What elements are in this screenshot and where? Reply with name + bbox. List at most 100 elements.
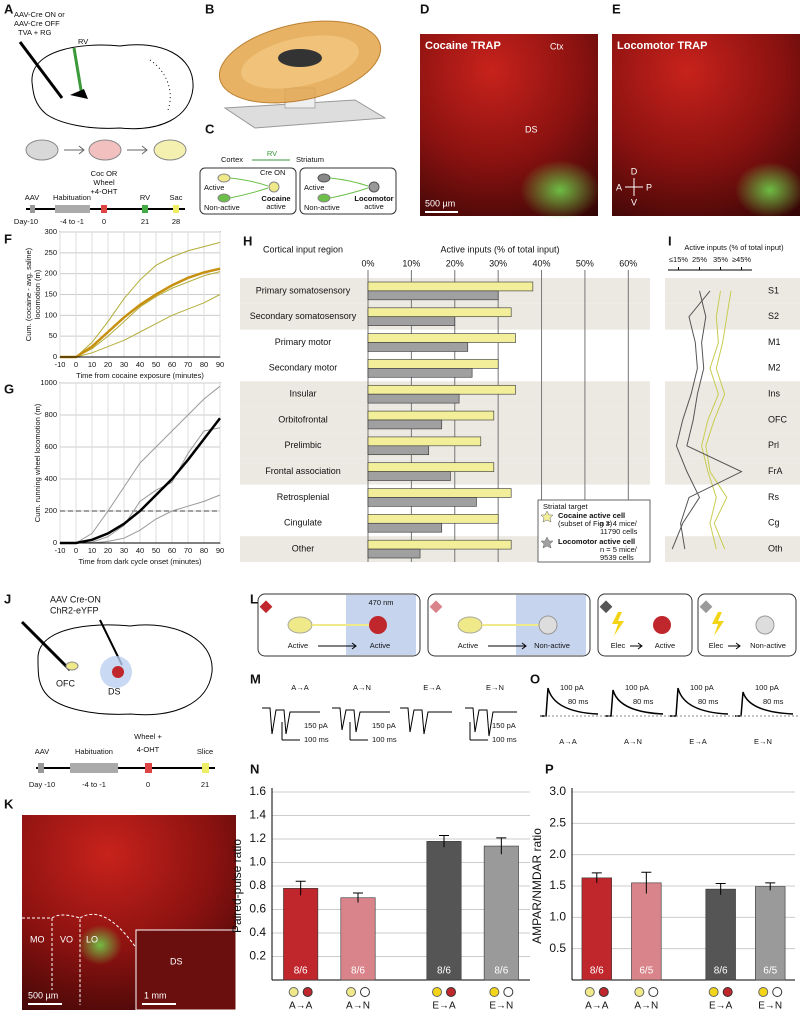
neuron — [65, 661, 79, 671]
compass-label: D — [631, 166, 638, 176]
bar — [367, 548, 421, 559]
bar — [367, 290, 499, 301]
scale-label: 100 pA — [560, 683, 584, 692]
count-label: 6/5 — [639, 966, 653, 977]
x-axis-label: Time from dark cycle onset (minutes) — [78, 557, 202, 566]
x-tick-label: 25% — [692, 255, 707, 264]
scale-label: 500 µm — [425, 198, 455, 208]
x-tick-label: 70 — [184, 360, 192, 369]
neuron — [368, 181, 380, 193]
scale-bar — [281, 722, 488, 741]
bar — [367, 359, 499, 369]
icon — [648, 987, 659, 997]
category-label: FrA — [768, 466, 783, 476]
panel-label: P — [545, 761, 554, 776]
timeline-step: Wheel + — [134, 732, 162, 741]
series-line — [705, 290, 732, 550]
bar — [483, 845, 519, 981]
series-line — [60, 267, 221, 359]
y-tick-label: 0.6 — [249, 902, 266, 916]
x-axis-label: Time from cocaine exposure (minutes) — [76, 371, 204, 380]
x-tick-label: A→A — [585, 1001, 609, 1012]
timeline-day: 21 — [141, 217, 149, 226]
timeline-step: AAV — [25, 193, 39, 202]
timeline-mark — [70, 763, 118, 773]
timeline-step: Wheel — [93, 178, 115, 187]
c-label: active — [364, 202, 384, 211]
series-line — [60, 241, 221, 358]
x-tick-label: 80 — [200, 546, 208, 555]
lightning — [612, 612, 624, 636]
panel-label: K — [4, 796, 14, 811]
count-label: 8/6 — [714, 966, 728, 977]
virus-label: AAV-Cre OFF — [14, 19, 60, 28]
l-from: Active — [458, 641, 478, 650]
series-line — [671, 290, 711, 550]
x-tick-label: 20 — [104, 360, 112, 369]
timeline-step: Habituation — [75, 747, 113, 756]
scale-label: 1 mm — [144, 990, 167, 1000]
row-shade — [665, 278, 800, 304]
bar — [367, 316, 456, 326]
x-tick-label: A→N — [634, 1001, 658, 1012]
c-label: Active — [304, 183, 324, 192]
count-label: 8/6 — [590, 966, 604, 977]
region-label: DS — [170, 956, 183, 966]
scale-label: 100 ms — [304, 735, 329, 744]
bar — [367, 488, 512, 498]
timeline-day: -4 to -1 — [82, 780, 106, 789]
arrow — [64, 145, 148, 155]
bar — [367, 419, 443, 430]
bar — [581, 877, 612, 981]
pipette — [18, 41, 64, 99]
brain-sketch — [149, 59, 171, 111]
micrograph-signal — [78, 925, 122, 965]
timeline-step: RV — [140, 193, 150, 202]
y-tick-label: 1.4 — [249, 808, 266, 822]
neuron — [755, 615, 775, 635]
error-bar — [439, 834, 449, 848]
count-label: 8/6 — [437, 966, 451, 977]
panel-label: L — [250, 591, 258, 606]
x-tick-label: 70 — [184, 546, 192, 555]
timeline-mark — [55, 205, 90, 213]
l-from: Active — [288, 641, 308, 650]
series-line — [60, 385, 221, 544]
legend-box — [537, 499, 651, 563]
bar — [367, 522, 443, 533]
count-label: 8/6 — [351, 966, 365, 977]
error-bar — [496, 837, 507, 855]
bar — [367, 514, 499, 524]
neuron — [287, 616, 313, 634]
y-tick-label: 0.2 — [249, 949, 266, 963]
bar — [367, 471, 451, 481]
legend-note: 11790 cells — [600, 527, 638, 536]
icon — [598, 987, 609, 997]
icon — [772, 987, 783, 997]
compass-label: V — [631, 197, 637, 207]
x-tick-label: 30 — [120, 546, 128, 555]
bar — [367, 445, 430, 456]
l-to: Non-active — [750, 641, 786, 650]
neuron — [457, 616, 483, 634]
category-label: Secondary somatosensory — [250, 311, 357, 321]
wavelength: 470 nm — [368, 598, 393, 607]
c-label: Cocaine — [261, 194, 290, 203]
scale-label: 500 µm — [28, 990, 58, 1000]
x-tick-label: 60 — [168, 546, 176, 555]
timeline-mark — [202, 763, 209, 773]
mouse — [153, 139, 187, 161]
timeline-mark — [101, 205, 107, 213]
row-shade — [665, 303, 800, 330]
neuron — [217, 193, 231, 203]
panel-label: N — [250, 761, 259, 776]
c-label: Non-active — [304, 203, 340, 212]
legend-note: n = 5 mice/ — [600, 545, 638, 554]
category-label: Prelimbic — [284, 440, 322, 450]
region-label: VO — [60, 934, 73, 944]
x-tick-label: E→N — [489, 1001, 513, 1012]
scale-label: 100 ms — [372, 735, 397, 744]
error-bar — [715, 882, 726, 895]
timeline-mark — [142, 205, 148, 213]
